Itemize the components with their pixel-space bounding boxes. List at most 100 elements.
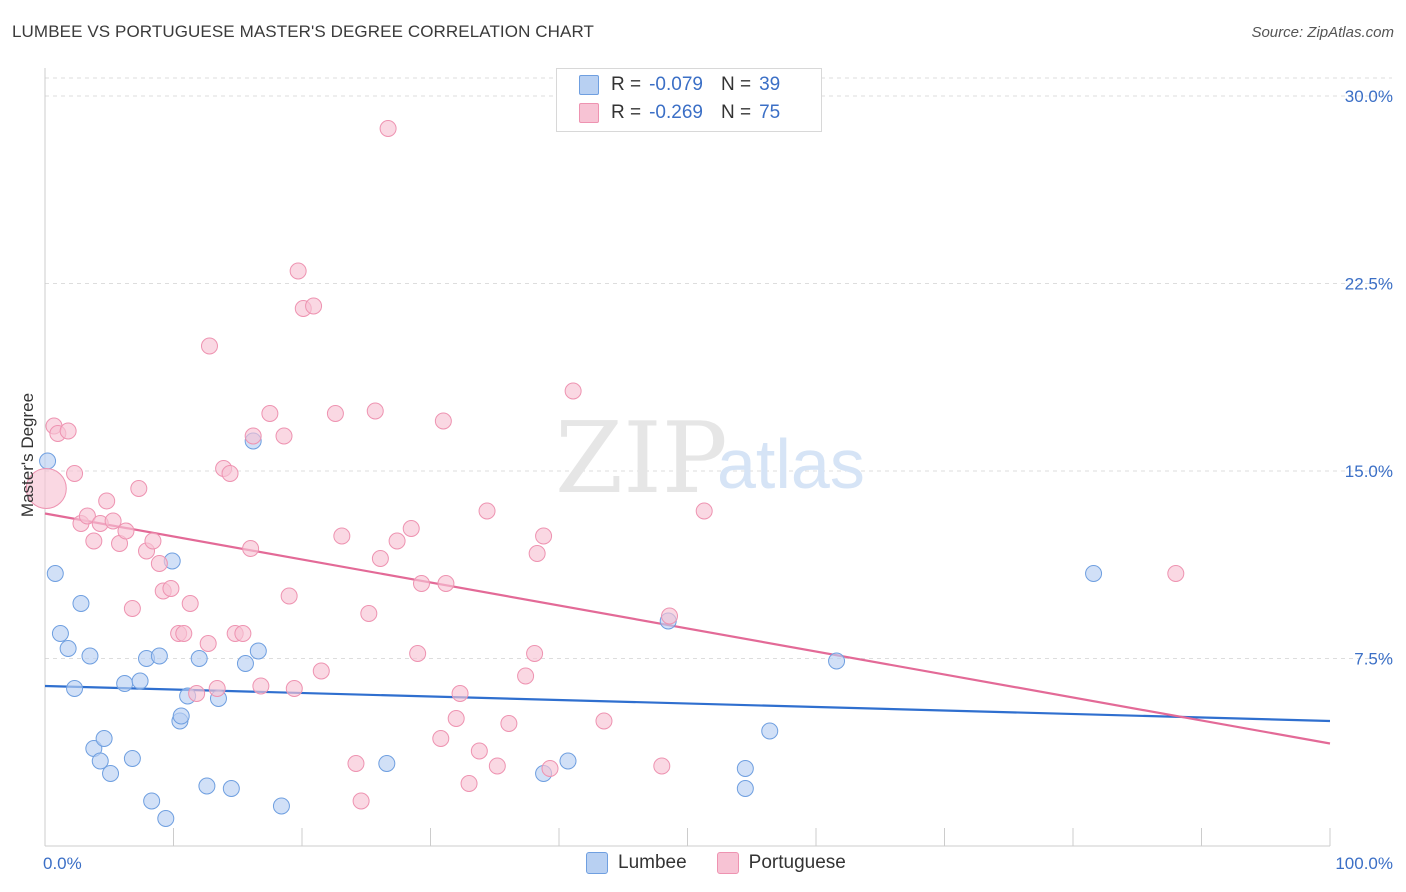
- lumbee-point: [828, 652, 846, 670]
- bottom-legend-label: Portuguese: [748, 852, 846, 873]
- portuguese-point: [285, 680, 303, 697]
- portuguese-point: [447, 710, 465, 727]
- portuguese-point: [413, 575, 431, 592]
- lumbee-point: [143, 792, 161, 810]
- portuguese-point: [85, 532, 103, 550]
- portuguese-point: [595, 712, 613, 730]
- lumbee-point: [72, 595, 90, 612]
- portuguese-point: [526, 645, 544, 662]
- bottom-legend-portuguese[interactable]: Portuguese: [716, 852, 846, 874]
- portuguese-point: [326, 405, 344, 422]
- portuguese-point: [275, 427, 293, 445]
- portuguese-point: [261, 405, 279, 422]
- r-value: -0.079: [649, 74, 703, 95]
- portuguese-point: [360, 605, 378, 622]
- portuguese-swatch: [716, 852, 739, 874]
- portuguese-point: [188, 685, 206, 702]
- lumbee-point: [222, 780, 240, 797]
- lumbee-point: [761, 722, 779, 740]
- portuguese-point: [564, 382, 582, 400]
- portuguese-point: [347, 755, 365, 772]
- n-label: N =: [720, 102, 752, 123]
- portuguese-point: [653, 757, 671, 775]
- y-tick-label: 30.0%: [1345, 87, 1393, 106]
- grid-lines: [45, 77, 1392, 659]
- portuguese-point: [437, 575, 455, 592]
- lumbee-point: [95, 730, 113, 747]
- lumbee-point: [131, 672, 149, 690]
- portuguese-point: [695, 502, 713, 520]
- legend-row-portuguese: R = -0.269 N = 75: [579, 101, 780, 125]
- lumbee-point: [66, 680, 84, 697]
- y-tick-label: 15.0%: [1345, 462, 1393, 481]
- lumbee-point: [150, 647, 168, 665]
- portuguese-point: [352, 792, 370, 810]
- chart-title: LUMBEE VS PORTUGUESE MASTER'S DEGREE COR…: [12, 22, 595, 41]
- lumbee-point: [46, 565, 64, 582]
- lumbee-point: [39, 452, 57, 470]
- lumbee-point: [1085, 565, 1103, 582]
- source-label: Source: ZipAtlas.com: [1251, 24, 1394, 41]
- portuguese-point: [123, 600, 141, 617]
- watermark-atlas: atlas: [717, 425, 865, 503]
- lumbee-swatch: [586, 852, 608, 874]
- r-label: R =: [611, 102, 642, 123]
- lumbee-point: [59, 640, 77, 657]
- portuguese-point: [528, 545, 546, 562]
- portuguese-point: [488, 757, 506, 775]
- portuguese-point: [470, 742, 488, 760]
- lumbee-trend-line: [44, 684, 1331, 723]
- portuguese-point: [432, 730, 450, 747]
- portuguese-point: [78, 507, 96, 525]
- portuguese-point: [460, 775, 478, 792]
- portuguese-point: [104, 512, 122, 530]
- n-value: 75: [759, 102, 781, 123]
- lumbee-point: [190, 650, 208, 667]
- lumbee-point: [559, 752, 577, 770]
- portuguese-point: [661, 607, 679, 625]
- portuguese-point: [130, 480, 148, 497]
- legend-row-lumbee: R = -0.079 N = 39: [579, 73, 780, 97]
- portuguese-point: [200, 337, 218, 355]
- n-value: 39: [759, 74, 781, 95]
- portuguese-point: [535, 527, 553, 545]
- lumbee-point: [157, 810, 175, 827]
- portuguese-point: [478, 502, 496, 520]
- portuguese-point: [289, 262, 307, 280]
- portuguese-point: [208, 680, 226, 697]
- x-tick-label: 0.0%: [43, 854, 82, 873]
- lumbee-point: [198, 777, 216, 795]
- lumbee-point: [236, 655, 254, 672]
- portuguese-point: [366, 402, 384, 420]
- lumbee-point: [172, 707, 190, 725]
- lumbee-point: [736, 780, 754, 797]
- bottom-legend-lumbee[interactable]: Lumbee: [586, 852, 687, 874]
- portuguese-point: [234, 625, 252, 642]
- portuguese-point: [541, 760, 559, 777]
- portuguese-point: [280, 587, 298, 605]
- lumbee-point: [51, 625, 69, 642]
- portuguese-point: [451, 685, 469, 702]
- portuguese-point: [59, 422, 77, 440]
- lumbee-swatch: [579, 75, 599, 95]
- portuguese-point: [305, 297, 323, 315]
- legend: R = -0.079 N = 39 R = -0.269 N = 75: [556, 68, 822, 132]
- data-points: [25, 120, 1185, 827]
- lumbee-point: [123, 750, 141, 767]
- portuguese-point: [98, 492, 116, 510]
- tick-labels: 7.5% 15.0% 22.5% 30.0% 0.0% 100.0%: [43, 87, 1393, 873]
- portuguese-point: [409, 645, 427, 662]
- portuguese-point: [333, 527, 351, 545]
- portuguese-point: [1167, 565, 1185, 582]
- lumbee-point: [249, 642, 267, 660]
- portuguese-point: [252, 677, 270, 695]
- r-label: R =: [611, 74, 642, 95]
- portuguese-swatch: [579, 103, 599, 123]
- portuguese-point: [434, 412, 452, 430]
- portuguese-point: [242, 540, 260, 557]
- bottom-legend: Lumbee Portuguese: [586, 852, 876, 874]
- portuguese-point: [221, 465, 239, 482]
- lumbee-point: [378, 755, 396, 772]
